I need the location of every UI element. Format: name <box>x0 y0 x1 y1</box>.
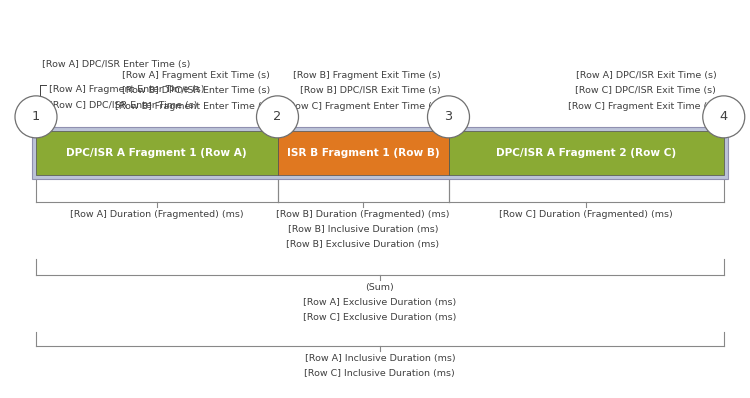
Text: [Row A] DPC/ISR Enter Time (s): [Row A] DPC/ISR Enter Time (s) <box>42 60 190 69</box>
FancyBboxPatch shape <box>32 127 728 179</box>
Text: [Row B] Inclusive Duration (ms): [Row B] Inclusive Duration (ms) <box>288 225 438 234</box>
Text: [Row C] Inclusive Duration (ms): [Row C] Inclusive Duration (ms) <box>304 369 455 378</box>
FancyBboxPatch shape <box>448 131 724 175</box>
Text: [Row C] Duration (Fragmented) (ms): [Row C] Duration (Fragmented) (ms) <box>500 210 673 219</box>
Text: 4: 4 <box>720 110 728 123</box>
Text: [Row C] Fragment Exit Time (s): [Row C] Fragment Exit Time (s) <box>568 102 716 111</box>
Text: [Row B] Fragment Exit Time (s): [Row B] Fragment Exit Time (s) <box>293 70 441 80</box>
Text: [Row A] Duration (Fragmented) (ms): [Row A] Duration (Fragmented) (ms) <box>70 210 244 219</box>
Text: [Row C] Exclusive Duration (ms): [Row C] Exclusive Duration (ms) <box>303 313 457 322</box>
Text: [Row B] Exclusive Duration (ms): [Row B] Exclusive Duration (ms) <box>286 240 440 249</box>
Text: [Row B] DPC/ISR Enter Time (s): [Row B] DPC/ISR Enter Time (s) <box>122 86 270 96</box>
Text: [Row A] Fragment Exit Time (s): [Row A] Fragment Exit Time (s) <box>122 70 270 80</box>
Text: ISR B Fragment 1 (Row B): ISR B Fragment 1 (Row B) <box>286 148 440 158</box>
Text: [Row B] DPC/ISR Exit Time (s): [Row B] DPC/ISR Exit Time (s) <box>300 86 441 96</box>
Ellipse shape <box>15 96 57 138</box>
Text: 2: 2 <box>273 110 282 123</box>
Text: DPC/ISR A Fragment 1 (Row A): DPC/ISR A Fragment 1 (Row A) <box>67 148 247 158</box>
Text: [Row C] DPC/ISR Enter Time (s): [Row C] DPC/ISR Enter Time (s) <box>49 101 197 110</box>
Text: [Row C] DPC/ISR Exit Time (s): [Row C] DPC/ISR Exit Time (s) <box>575 86 716 96</box>
Ellipse shape <box>256 96 298 138</box>
Text: [Row A] Exclusive Duration (ms): [Row A] Exclusive Duration (ms) <box>303 298 457 307</box>
Text: [Row A] DPC/ISR Exit Time (s): [Row A] DPC/ISR Exit Time (s) <box>575 70 716 80</box>
Text: 1: 1 <box>32 110 40 123</box>
Text: [Row B] Duration (Fragmented) (ms): [Row B] Duration (Fragmented) (ms) <box>276 210 450 219</box>
Text: 3: 3 <box>445 110 452 123</box>
Text: [Row A] Inclusive Duration (ms): [Row A] Inclusive Duration (ms) <box>304 354 455 363</box>
Text: (Sum): (Sum) <box>365 283 394 292</box>
Text: DPC/ISR A Fragment 2 (Row C): DPC/ISR A Fragment 2 (Row C) <box>496 148 676 158</box>
Text: [Row B] Fragment Enter Time (s): [Row B] Fragment Enter Time (s) <box>115 102 270 111</box>
Ellipse shape <box>427 96 470 138</box>
FancyBboxPatch shape <box>36 131 278 175</box>
Text: [Row C] Fragment Enter Time (s): [Row C] Fragment Enter Time (s) <box>285 102 441 111</box>
Text: [Row A] Fragment Enter Time (s): [Row A] Fragment Enter Time (s) <box>49 85 204 94</box>
FancyBboxPatch shape <box>278 131 448 175</box>
Ellipse shape <box>703 96 745 138</box>
